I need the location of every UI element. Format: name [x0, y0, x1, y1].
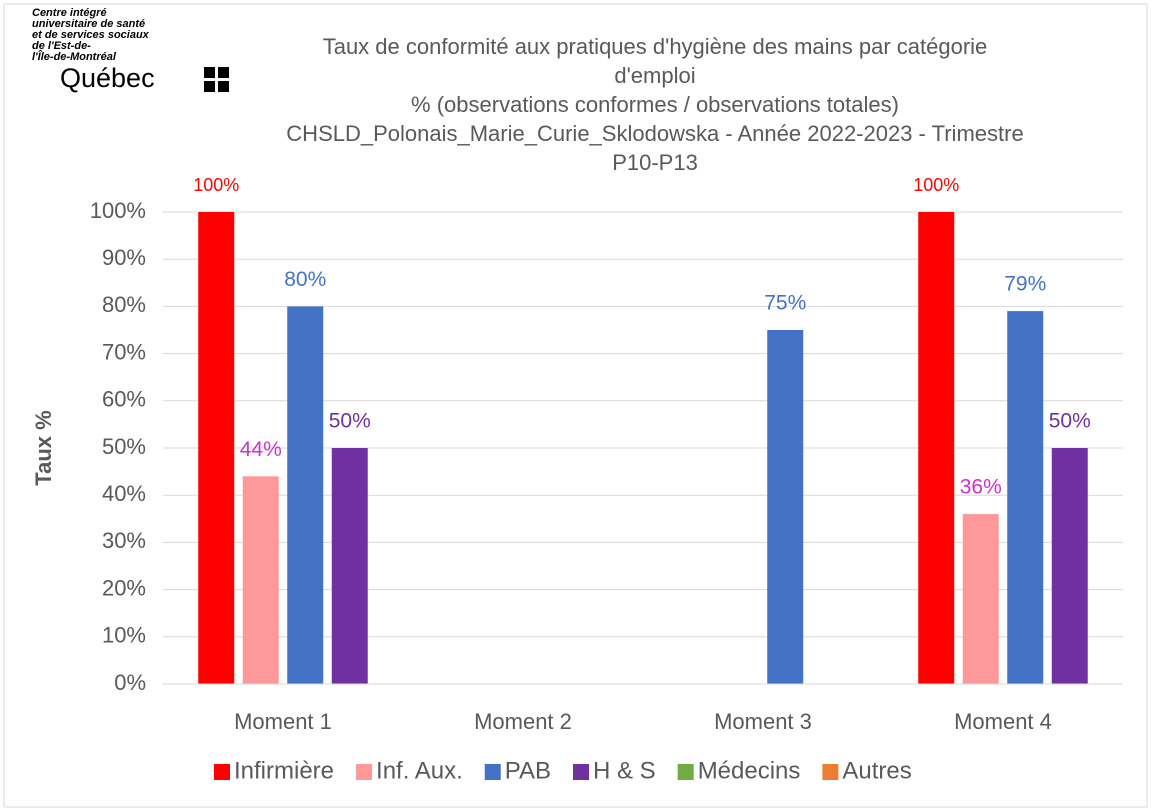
x-tick-label: Moment 4	[954, 709, 1052, 734]
bar	[198, 212, 235, 684]
legend-label: Infirmière	[234, 757, 334, 784]
value-label: 100%	[193, 175, 239, 195]
legend-label: Inf. Aux.	[376, 757, 463, 784]
y-tick-label: 50%	[102, 434, 146, 459]
value-label: 50%	[329, 410, 371, 433]
y-tick-label: 0%	[114, 670, 146, 695]
value-label: 80%	[284, 268, 326, 291]
bar	[767, 330, 804, 684]
value-label: 75%	[764, 292, 806, 315]
logo-line: l'Île-de-Montréal	[32, 50, 117, 63]
logo-brand: Québec	[60, 63, 155, 93]
legend-label: Médecins	[698, 757, 801, 784]
y-tick-label: 80%	[102, 292, 146, 317]
legend-swatch	[484, 764, 501, 780]
chart-title: Taux de conformité aux pratiques d'hygiè…	[323, 34, 988, 59]
legend-swatch	[822, 764, 839, 780]
y-tick-label: 100%	[90, 198, 146, 223]
legend-swatch	[214, 764, 230, 780]
legend-label: PAB	[505, 757, 551, 784]
bar	[1051, 448, 1088, 684]
x-tick-label: Moment 2	[474, 709, 572, 734]
logo-line: de l'Est-de-	[32, 40, 91, 52]
value-label: 50%	[1049, 410, 1091, 433]
legend-label: H & S	[593, 757, 656, 784]
chart-border	[3, 3, 1148, 808]
value-label: 36%	[960, 476, 1002, 499]
logo-line: universitaire de santé	[32, 18, 145, 30]
y-tick-label: 10%	[102, 623, 146, 648]
value-label: 79%	[1004, 273, 1046, 296]
y-tick-label: 60%	[102, 387, 146, 412]
y-tick-label: 40%	[102, 481, 146, 506]
bar	[242, 476, 279, 684]
bar	[287, 306, 324, 684]
legend-label: Autres	[842, 757, 911, 784]
y-tick-label: 30%	[102, 528, 146, 553]
y-tick-label: 70%	[102, 339, 146, 364]
bar	[1007, 311, 1044, 684]
y-axis-label: Taux %	[31, 410, 56, 485]
chart-title: P10-P13	[612, 150, 698, 175]
logo-line: Centre intégré	[32, 7, 107, 19]
legend-swatch	[573, 764, 589, 780]
bar	[962, 514, 999, 684]
bar	[331, 448, 368, 684]
logo-flag	[204, 67, 229, 92]
chart-title: % (observations conformes / observations…	[411, 92, 899, 117]
legend-swatch	[677, 764, 694, 780]
value-label: 44%	[240, 438, 282, 461]
x-tick-label: Moment 3	[714, 709, 812, 734]
chart-title: d'emploi	[614, 63, 695, 88]
logo-line: et de services sociaux	[32, 29, 150, 41]
logo: Centre intégré universitaire de santé et…	[32, 7, 229, 93]
x-tick-label: Moment 1	[234, 709, 332, 734]
y-tick-label: 20%	[102, 575, 146, 600]
chart-title: CHSLD_Polonais_Marie_Curie_Sklodowska - …	[286, 121, 1023, 146]
bar	[918, 212, 955, 684]
legend-swatch	[356, 764, 373, 780]
y-tick-label: 90%	[102, 245, 146, 270]
value-label: 100%	[913, 175, 959, 195]
